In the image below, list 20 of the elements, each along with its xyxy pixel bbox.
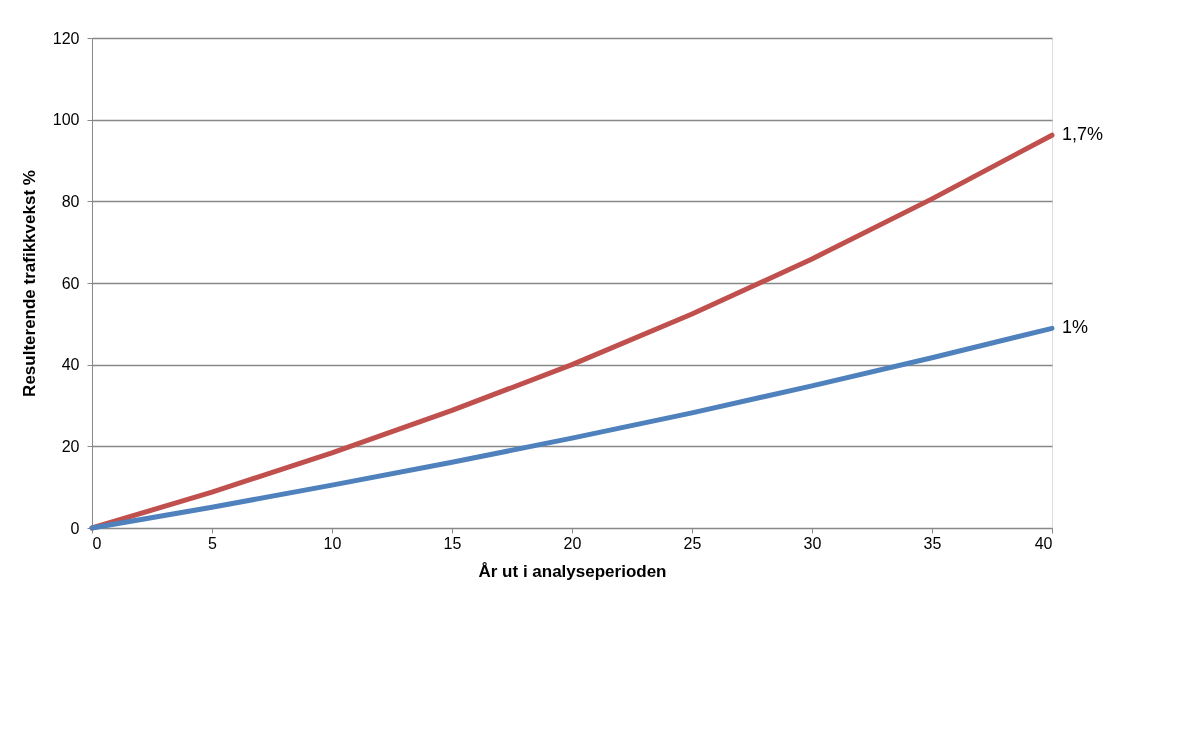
- series-label: 1%: [1062, 317, 1089, 338]
- x-tick-label: 10: [323, 534, 342, 552]
- y-tick-label: 80: [61, 192, 80, 210]
- x-tick-label: 35: [923, 534, 942, 552]
- y-tick-label: 120: [52, 29, 80, 47]
- x-tick-label: 5: [208, 534, 218, 552]
- x-axis-title: År ut i analyseperioden: [478, 561, 667, 581]
- x-tick-label: 40: [1034, 534, 1053, 552]
- y-tick-label: 60: [61, 274, 80, 292]
- series-label: 1,7%: [1062, 124, 1104, 145]
- x-tick-label: 25: [683, 534, 702, 552]
- y-tick-label: 20: [61, 437, 80, 455]
- y-axis-title: Resulterende trafikkvekst %: [19, 170, 39, 397]
- x-tick-label: 20: [563, 534, 582, 552]
- x-tick-label: 0: [92, 534, 102, 552]
- y-tick-label: 0: [70, 519, 80, 537]
- x-tick-label: 15: [443, 534, 462, 552]
- x-tick-label: 30: [803, 534, 822, 552]
- y-tick-label: 100: [52, 111, 80, 129]
- y-tick-label: 40: [61, 356, 80, 374]
